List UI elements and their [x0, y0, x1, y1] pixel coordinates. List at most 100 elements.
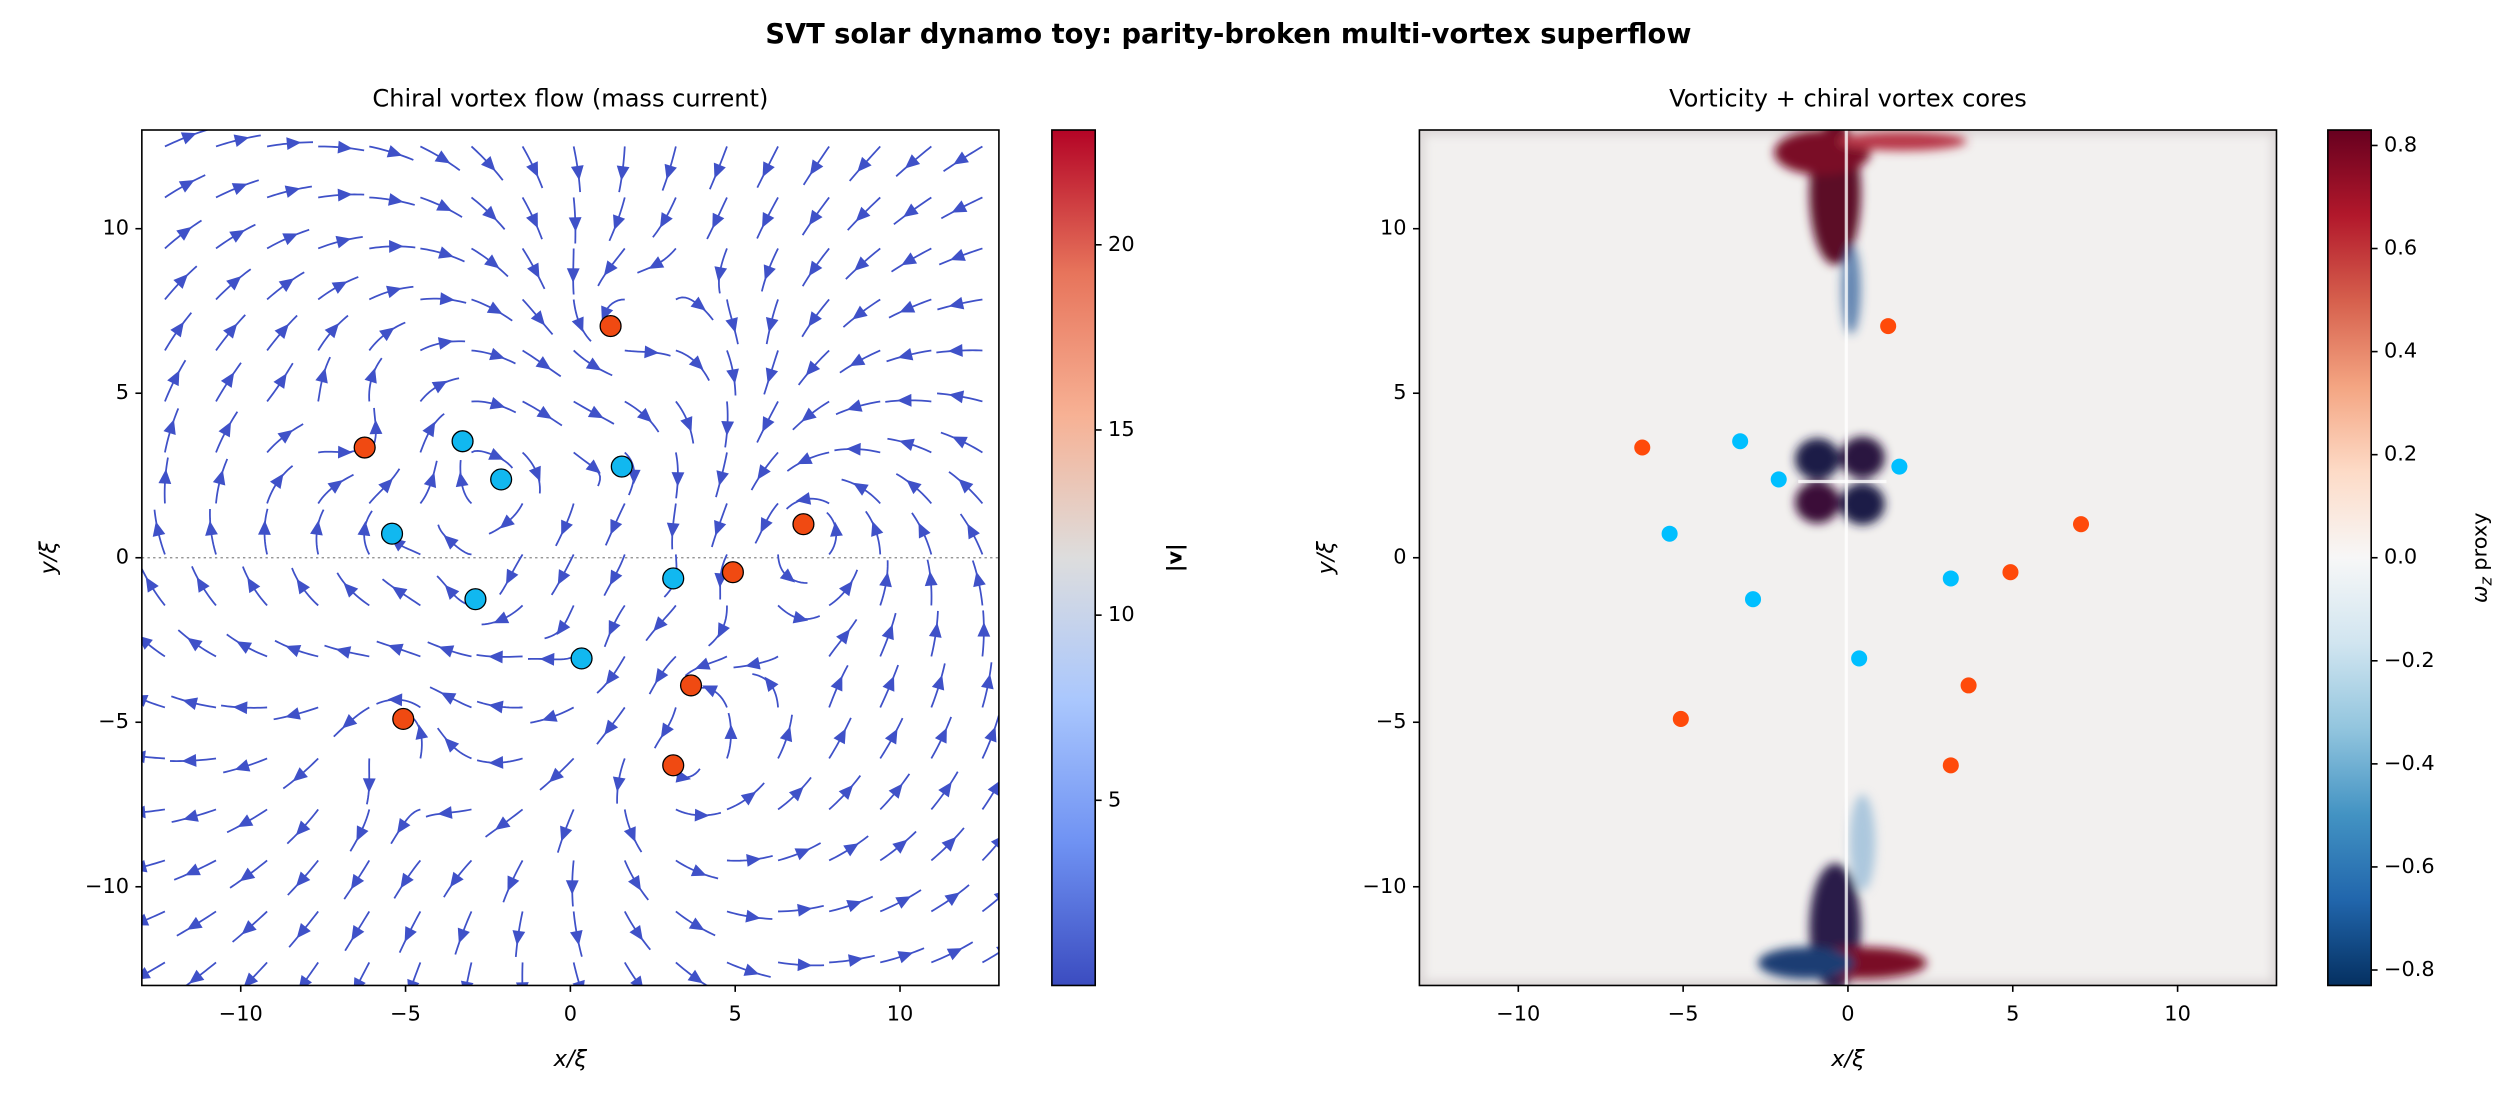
stream-arrow [688, 917, 705, 931]
stream-arrow [488, 756, 504, 769]
stream-arrow [539, 652, 555, 666]
vortex-core [1634, 439, 1651, 456]
stream-arrow [846, 399, 863, 412]
stream-arrow [407, 978, 420, 986]
vortex-core [2002, 564, 2019, 581]
y-tick-label: 0 [1393, 545, 1406, 569]
stream-arrow [196, 577, 210, 593]
stream-arrow [560, 825, 573, 842]
stream-arrow [948, 390, 965, 404]
stream-arrow [243, 972, 259, 986]
colorbar-label-symbol: ω [2467, 586, 2491, 603]
colorbar-tick-label: 0.6 [2384, 236, 2417, 260]
stream-arrow [188, 969, 205, 984]
stream-arrow [337, 445, 353, 459]
stream-arrow [337, 140, 353, 154]
x-tick-label: 10 [887, 1001, 914, 1025]
x-tick-label: 0 [1841, 1001, 1854, 1025]
stream-arrow [530, 310, 545, 326]
stream-arrow [437, 337, 454, 350]
x-axis-label: x/ξ [553, 1046, 588, 1072]
y-tick-label: 5 [1393, 380, 1406, 404]
colorbar-tick-label: 5 [1108, 787, 1121, 811]
stream-arrow [984, 726, 997, 743]
stream-arrow [296, 578, 310, 595]
stream-arrow [765, 367, 779, 384]
x-tick-label: 5 [2006, 1001, 2019, 1025]
stream-arrow [486, 301, 503, 314]
stream-arrow [762, 161, 775, 178]
stream-arrow [884, 728, 898, 745]
stream-arrow [603, 260, 618, 276]
stream-arrow [337, 188, 353, 202]
vortex-core [1770, 471, 1787, 488]
stream-arrow [488, 700, 504, 714]
stream-arrow [610, 518, 623, 535]
stream-arrow [296, 923, 311, 939]
stream-arrow [152, 521, 166, 537]
stream-arrow [897, 951, 914, 964]
stream-arrow [350, 873, 365, 890]
stream-arrow [805, 360, 821, 376]
vortex-core [2072, 516, 2090, 533]
stream-arrow [946, 948, 963, 961]
stream-arrow [239, 867, 256, 882]
stream-arrow [141, 635, 153, 650]
stream-arrow [797, 903, 813, 917]
stream-arrow [881, 624, 894, 641]
stream-arrow [585, 459, 601, 474]
stream-arrow [724, 724, 738, 740]
stream-arrow [648, 256, 665, 269]
stream-arrow [170, 321, 184, 338]
stream-arrow [506, 568, 519, 585]
vortex-core [392, 707, 415, 731]
stream-arrow [176, 226, 192, 241]
stream-arrow [899, 438, 915, 452]
stream-arrow [570, 165, 584, 181]
stream-arrow [356, 825, 369, 842]
colorbar-tick-label: 0.8 [2384, 132, 2417, 156]
stream-arrow [568, 217, 582, 232]
x-tick-label: −5 [1668, 1001, 1699, 1025]
stream-arrow [181, 754, 197, 767]
stream-arrow [762, 416, 775, 432]
stream-arrow [364, 367, 377, 384]
stream-arrow [369, 419, 383, 435]
y-tick-label: −10 [1363, 874, 1407, 898]
stream-arrow [951, 200, 968, 213]
stream-arrow [629, 925, 643, 941]
stream-arrow [714, 266, 728, 282]
stream-arrow [571, 316, 584, 333]
vortex-core [610, 455, 633, 478]
stream-arrow [924, 571, 938, 587]
stream-arrow [627, 469, 641, 485]
stream-arrow [839, 580, 853, 597]
stream-arrow [536, 405, 553, 419]
stream-arrow [310, 520, 323, 536]
stream-arrow [362, 778, 376, 793]
y-tick-label: 0 [116, 545, 129, 569]
stream-arrow [561, 519, 573, 536]
streamline [982, 951, 999, 964]
stream-arrow [848, 954, 864, 967]
stream-arrow [512, 930, 526, 946]
vortex-core [464, 588, 487, 611]
stream-arrow [871, 521, 884, 537]
stream-arrow [295, 871, 311, 887]
stream-arrow [792, 610, 809, 624]
stream-arrow [274, 323, 289, 339]
stream-arrow [987, 780, 999, 796]
stream-arrow [167, 370, 180, 387]
stream-arrow [535, 356, 552, 370]
colorbar-tick-label: 0.4 [2384, 339, 2417, 363]
x-tick-label: −10 [1496, 1001, 1540, 1025]
y-tick-label: −10 [85, 874, 129, 898]
y-tick-label: 10 [102, 216, 129, 240]
stream-arrow [918, 522, 931, 539]
stream-arrow [145, 576, 159, 593]
stream-arrow [141, 913, 150, 926]
stream-arrow [163, 419, 176, 436]
stream-arrow [187, 637, 203, 652]
x-tick-label: 10 [2164, 1001, 2191, 1025]
stream-arrow [694, 657, 711, 670]
